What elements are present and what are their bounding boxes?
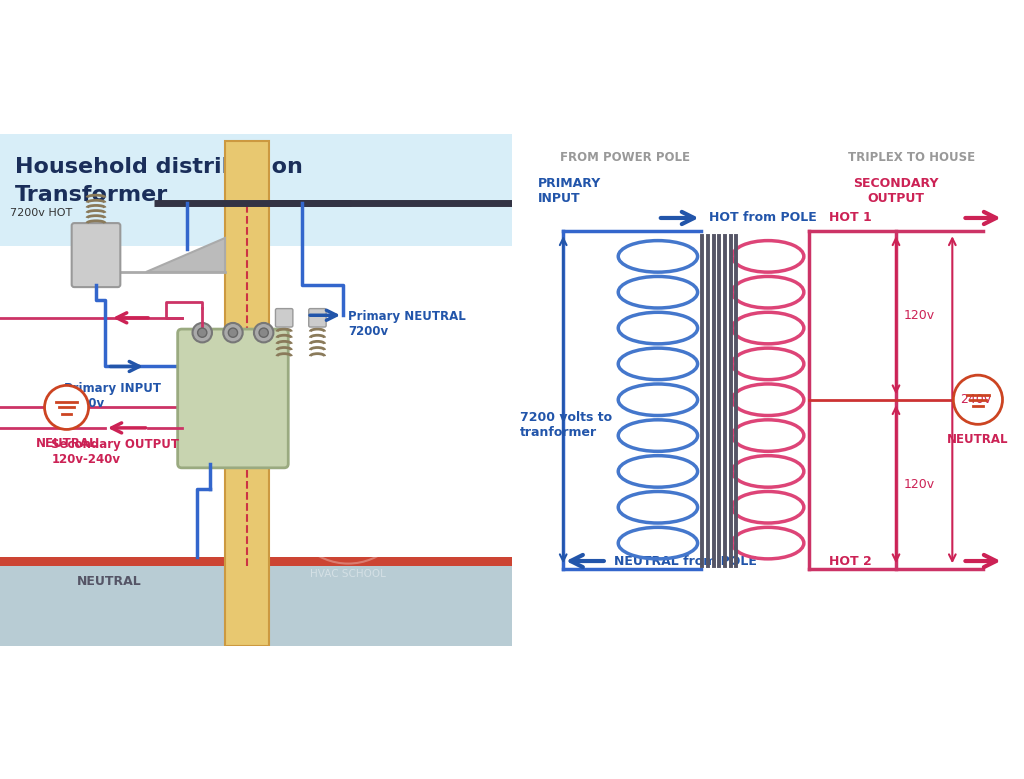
Text: SECONDARY
OUTPUT: SECONDARY OUTPUT [853, 177, 939, 205]
Circle shape [223, 323, 243, 343]
Circle shape [953, 375, 1002, 425]
FancyBboxPatch shape [0, 566, 512, 646]
Circle shape [193, 323, 212, 343]
Text: FROM POWER POLE: FROM POWER POLE [560, 151, 689, 164]
Text: Primary INPUT
7200v: Primary INPUT 7200v [63, 382, 161, 410]
Text: Transformer: Transformer [15, 185, 169, 205]
Text: 240v: 240v [961, 393, 991, 406]
FancyBboxPatch shape [72, 223, 121, 287]
Text: ⊕: ⊕ [338, 492, 358, 516]
Circle shape [228, 328, 238, 337]
Text: TRIPLEX TO HOUSE: TRIPLEX TO HOUSE [848, 151, 975, 164]
Circle shape [259, 328, 268, 337]
FancyBboxPatch shape [0, 557, 512, 566]
Text: HOT from POLE: HOT from POLE [709, 211, 817, 224]
Text: NEUTRAL from POLE: NEUTRAL from POLE [614, 555, 758, 568]
Polygon shape [146, 238, 225, 272]
FancyBboxPatch shape [309, 308, 326, 327]
Text: Primary NEUTRAL
7200v: Primary NEUTRAL 7200v [348, 310, 466, 338]
Text: HVAC SCHOOL: HVAC SCHOOL [310, 569, 386, 579]
FancyBboxPatch shape [225, 141, 268, 646]
Text: 7200 volts to
tranformer: 7200 volts to tranformer [519, 411, 611, 439]
Text: HOT 2: HOT 2 [829, 555, 872, 568]
FancyBboxPatch shape [275, 308, 293, 327]
FancyBboxPatch shape [0, 133, 512, 246]
Text: NEUTRAL: NEUTRAL [947, 433, 1009, 446]
Text: NEUTRAL: NEUTRAL [77, 575, 141, 588]
Text: Household distribution: Household distribution [15, 157, 303, 177]
Text: 120v: 120v [904, 478, 935, 491]
Text: HOT 1: HOT 1 [829, 211, 872, 224]
Text: 120v: 120v [904, 308, 935, 322]
Circle shape [254, 323, 273, 343]
FancyBboxPatch shape [178, 329, 289, 468]
Text: NEUTRAL: NEUTRAL [36, 437, 97, 450]
Text: 7200v HOT: 7200v HOT [10, 208, 73, 218]
Circle shape [45, 386, 89, 429]
Text: Secondary OUTPUT
120v-240v: Secondary OUTPUT 120v-240v [51, 438, 179, 466]
Circle shape [198, 328, 207, 337]
Text: PRIMARY
INPUT: PRIMARY INPUT [538, 177, 601, 205]
